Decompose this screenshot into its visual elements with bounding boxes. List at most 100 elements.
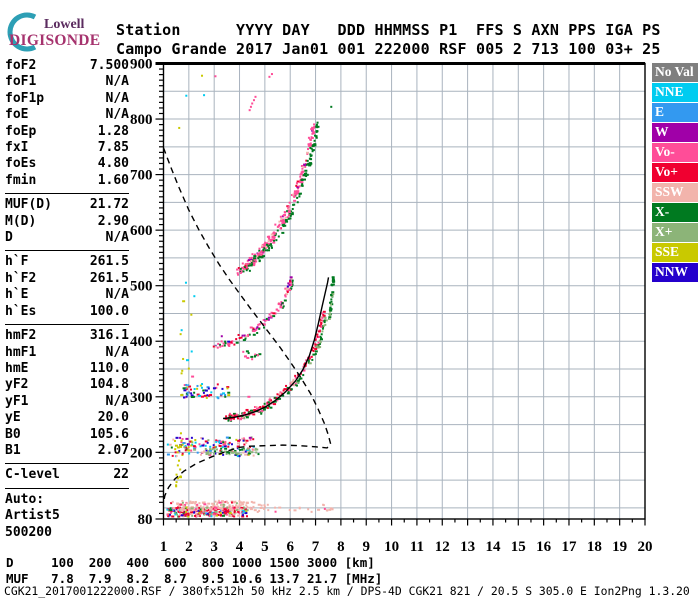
param-label: hmF1 bbox=[5, 344, 37, 360]
param-label: D bbox=[5, 230, 13, 246]
svg-text:300: 300 bbox=[130, 390, 153, 406]
muf-transmission-curve bbox=[163, 147, 332, 504]
param-row: h`E N/A bbox=[5, 287, 129, 303]
x-axis-ticks bbox=[162, 519, 646, 526]
param-row: foEs 4.80 bbox=[5, 156, 129, 172]
legend-item-vo-: Vo- bbox=[652, 143, 698, 162]
autoscaling-info: 500200 bbox=[5, 524, 52, 540]
panel-divider bbox=[5, 193, 129, 195]
param-row: hmF1 N/A bbox=[5, 345, 129, 361]
param-row: C-level 22 bbox=[5, 467, 129, 483]
param-value: 105.6 bbox=[89, 426, 129, 442]
param-row: hmF2 316.1 bbox=[5, 328, 129, 344]
param-value: 7.500 bbox=[89, 58, 129, 73]
param-row: yF1 N/A bbox=[5, 394, 129, 410]
svg-text:15: 15 bbox=[511, 539, 526, 555]
param-value: 110.0 bbox=[89, 360, 129, 376]
legend-item-sse: SSE bbox=[652, 243, 698, 262]
param-value: N/A bbox=[105, 107, 129, 123]
param-row: fxI 7.85 bbox=[5, 140, 129, 156]
svg-text:12: 12 bbox=[435, 539, 450, 555]
param-label: foF1 bbox=[5, 74, 37, 90]
svg-text:10: 10 bbox=[384, 539, 399, 555]
param-label: yE bbox=[5, 410, 21, 426]
param-row: h`F2 261.5 bbox=[5, 271, 129, 287]
param-value: 4.80 bbox=[97, 156, 129, 172]
param-row: foF1p N/A bbox=[5, 91, 129, 107]
svg-text:200: 200 bbox=[130, 445, 153, 461]
svg-text:6: 6 bbox=[286, 539, 294, 555]
echo-scatter-points bbox=[166, 73, 336, 518]
param-label: B1 bbox=[5, 442, 21, 458]
param-row: hmE 110.0 bbox=[5, 361, 129, 377]
svg-text:11: 11 bbox=[410, 539, 424, 555]
param-label: M(D) bbox=[5, 213, 37, 229]
panel-divider bbox=[5, 463, 129, 465]
param-value: 261.5 bbox=[89, 254, 129, 270]
legend-item-nnw: NNW bbox=[652, 263, 698, 282]
param-value: 20.0 bbox=[97, 410, 129, 426]
param-row: yE 20.0 bbox=[5, 410, 129, 426]
panel-divider bbox=[5, 487, 129, 489]
param-row: foE N/A bbox=[5, 107, 129, 123]
param-value: 21.72 bbox=[89, 197, 129, 213]
logo-arc-icon bbox=[7, 12, 37, 52]
param-value: 316.1 bbox=[89, 328, 129, 344]
legend-item-x+: X+ bbox=[652, 223, 698, 242]
legend-item-vo+: Vo+ bbox=[652, 163, 698, 182]
svg-text:3: 3 bbox=[210, 539, 218, 555]
param-value: N/A bbox=[105, 90, 129, 106]
x-axis-labels: 1 2 3 4 5 6 7 8 9 10 11 12 13 14 15 16 17 18 19 20 bbox=[160, 539, 653, 555]
param-label: yF1 bbox=[5, 393, 29, 409]
scaled-parameters-panel: foF2 7.500 foF1 N/A foF1p N/A foE N/A foEp 1.28 fx… bbox=[5, 58, 129, 541]
artist-otrace-curve bbox=[223, 277, 330, 420]
svg-text:500: 500 bbox=[130, 279, 153, 295]
param-label: foF1p bbox=[5, 90, 45, 106]
svg-text:700: 700 bbox=[130, 168, 153, 184]
svg-text:13: 13 bbox=[460, 539, 475, 555]
legend-item-ssw: SSW bbox=[652, 183, 698, 202]
param-label: C-level bbox=[5, 467, 60, 483]
param-row: M(D) 2.90 bbox=[5, 214, 129, 230]
param-label: fmin bbox=[5, 172, 37, 188]
svg-text:16: 16 bbox=[536, 539, 552, 555]
param-label: fxI bbox=[5, 140, 29, 156]
svg-text:600: 600 bbox=[130, 223, 153, 239]
logo-lowell-text: Lowell bbox=[44, 17, 85, 32]
param-row: h`Es 100.0 bbox=[5, 304, 129, 320]
param-label: h`F bbox=[5, 254, 29, 270]
y-axis-ticks bbox=[155, 62, 164, 520]
param-label: foF2 bbox=[5, 58, 37, 73]
param-label: foE bbox=[5, 107, 29, 123]
dmuf-table: D 100 200 400 600 800 1000 1500 3000 [km… bbox=[6, 555, 383, 586]
param-row: foF2 7.500 bbox=[5, 58, 129, 74]
param-value: 1.60 bbox=[97, 172, 129, 188]
param-row: h`F 261.5 bbox=[5, 254, 129, 270]
autoscaling-info: Auto: bbox=[5, 491, 45, 507]
legend-item-e: E bbox=[652, 103, 698, 122]
param-value: N/A bbox=[105, 287, 129, 303]
param-label: MUF(D) bbox=[5, 197, 52, 213]
param-row: yF2 104.8 bbox=[5, 377, 129, 393]
param-row: B0 105.6 bbox=[5, 427, 129, 443]
svg-text:7: 7 bbox=[312, 539, 320, 555]
panel-divider bbox=[5, 324, 129, 326]
param-value: N/A bbox=[105, 230, 129, 246]
param-label: foEs bbox=[5, 156, 37, 172]
svg-text:17: 17 bbox=[561, 539, 577, 555]
legend-item-noval: No Val bbox=[652, 63, 698, 82]
svg-text:9: 9 bbox=[362, 539, 370, 555]
svg-text:800: 800 bbox=[130, 112, 153, 128]
param-label: foEp bbox=[5, 123, 37, 139]
param-label: hmE bbox=[5, 360, 29, 376]
param-label: B0 bbox=[5, 426, 21, 442]
lowell-digisonde-logo: Lowell DIGISONDE bbox=[7, 12, 100, 52]
param-value: N/A bbox=[105, 393, 129, 409]
svg-text:2: 2 bbox=[185, 539, 193, 555]
legend-item-x-: X- bbox=[652, 203, 698, 222]
param-value: N/A bbox=[105, 344, 129, 360]
param-row: D N/A bbox=[5, 230, 129, 246]
logo-digisonde-text: DIGISONDE bbox=[9, 32, 100, 49]
svg-text:400: 400 bbox=[130, 334, 153, 350]
